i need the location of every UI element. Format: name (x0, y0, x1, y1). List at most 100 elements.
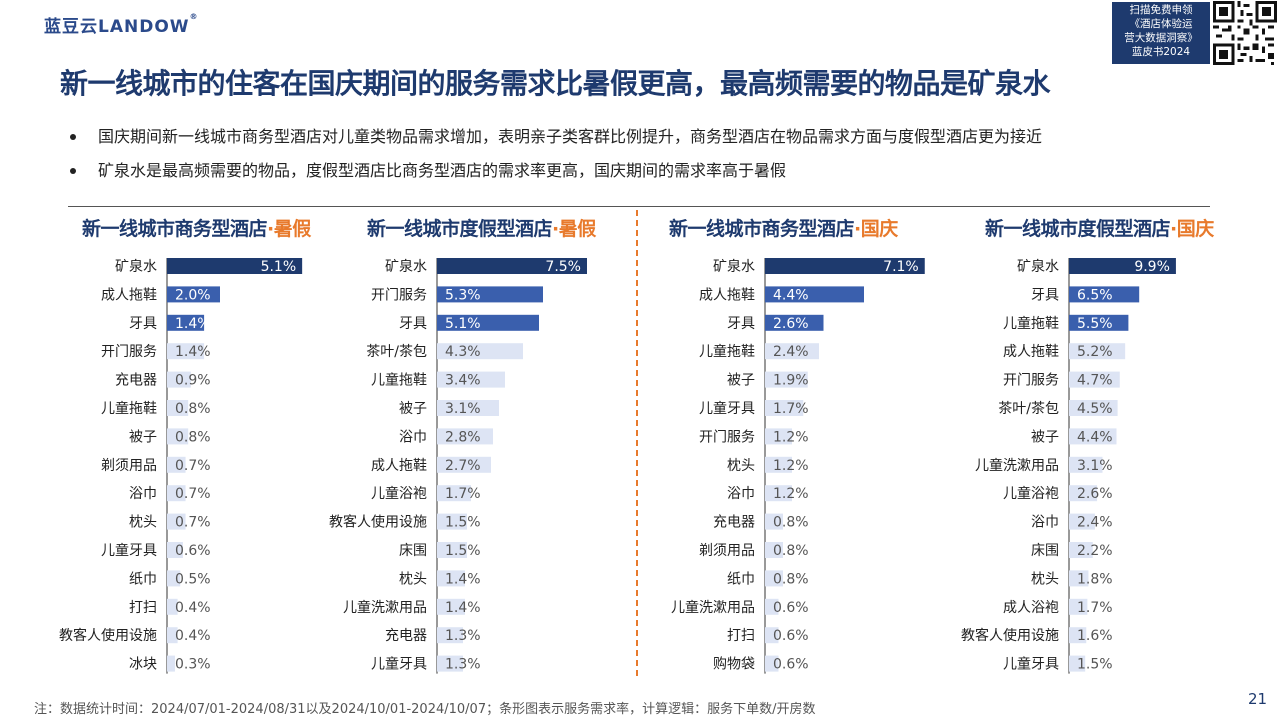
category-label: 茶叶/茶包 (998, 401, 1059, 417)
category-label: 儿童牙具 (699, 400, 755, 417)
data-label: 0.6% (773, 600, 809, 616)
bar (765, 485, 792, 502)
category-label: 儿童牙具 (1003, 656, 1059, 673)
category-label: 充电器 (713, 515, 755, 531)
bar (765, 598, 779, 615)
bar (167, 513, 186, 530)
data-label: 1.4% (445, 600, 481, 616)
bar (167, 428, 189, 445)
category-label: 浴巾 (129, 486, 157, 502)
data-label: 1.4% (445, 571, 481, 587)
season-divider (636, 210, 638, 676)
bar (437, 400, 499, 416)
promo-banner[interactable]: 扫描免费申领 《酒店体验运 营大数据洞察》 蓝皮书2024 (1112, 2, 1210, 64)
bar (437, 513, 467, 530)
bar (1069, 513, 1095, 530)
data-label: 1.7% (773, 401, 809, 417)
data-label: 3.4% (445, 373, 481, 389)
bar (167, 400, 189, 416)
bar (167, 343, 205, 360)
category-label: 茶叶/茶包 (366, 344, 427, 360)
data-label: 2.7% (445, 458, 481, 474)
category-label: 剃须用品 (101, 458, 157, 474)
summary-bullets: 国庆期间新一线城市商务型酒店对儿童类物品需求增加，表明亲子类客群比例提升，商务型… (68, 120, 1042, 188)
category-label: 儿童拖鞋 (1003, 315, 1059, 332)
bar (167, 485, 186, 502)
bar (765, 400, 804, 416)
category-label: 浴巾 (727, 486, 755, 502)
data-label: 5.2% (1077, 344, 1113, 360)
bar (1069, 258, 1176, 274)
category-label: 儿童洗漱用品 (975, 457, 1059, 474)
bar (437, 570, 465, 587)
category-label: 儿童牙具 (101, 542, 157, 559)
data-label: 0.7% (175, 515, 211, 531)
category-label: 枕头 (129, 515, 157, 531)
bar (765, 343, 819, 360)
category-label: 浴巾 (1031, 515, 1059, 531)
category-label: 成人浴袍 (1003, 600, 1059, 616)
data-label: 7.1% (883, 259, 919, 275)
category-label: 牙具 (727, 316, 755, 332)
data-label: 0.4% (175, 600, 211, 616)
category-label: 牙具 (1031, 287, 1059, 303)
category-label: 被子 (399, 401, 427, 417)
bar (167, 570, 181, 587)
data-label: 2.4% (1077, 515, 1113, 531)
data-label: 1.9% (773, 373, 809, 389)
bar (437, 286, 543, 303)
qr-code-icon[interactable] (1213, 1, 1277, 65)
bar (437, 485, 471, 502)
data-label: 5.5% (1077, 316, 1113, 332)
footnote: 注：数据统计时间：2024/07/01-2024/08/31以及2024/10/… (34, 702, 816, 717)
data-label: 0.8% (773, 571, 809, 587)
category-label: 矿泉水 (115, 258, 157, 275)
data-label: 2.6% (773, 316, 809, 332)
data-label: 1.5% (1077, 657, 1113, 673)
data-label: 2.6% (1077, 486, 1113, 502)
chart-title-business-summer: 新一线城市商务型酒店·暑假 (82, 218, 311, 240)
category-label: 儿童浴袍 (1003, 485, 1059, 502)
category-label: 矿泉水 (1017, 258, 1059, 275)
category-label: 剃须用品 (699, 543, 755, 559)
category-label: 充电器 (385, 628, 427, 644)
category-label: 儿童洗漱用品 (343, 599, 427, 616)
data-label: 0.8% (175, 429, 211, 445)
promo-line: 《酒店体验运 (1129, 18, 1193, 30)
category-label: 成人拖鞋 (699, 287, 755, 303)
bar (167, 598, 178, 615)
bar (437, 371, 505, 388)
data-label: 1.5% (445, 543, 481, 559)
category-label: 儿童牙具 (371, 656, 427, 673)
data-label: 2.0% (175, 287, 211, 303)
category-label: 打扫 (727, 627, 755, 644)
category-label: 成人拖鞋 (101, 287, 157, 303)
category-label: 床围 (1031, 543, 1059, 559)
category-label: 购物袋 (713, 657, 755, 673)
bar (167, 258, 303, 274)
data-label: 0.5% (175, 571, 211, 587)
bar (1069, 456, 1103, 473)
bar (765, 428, 792, 445)
bar (167, 456, 186, 473)
data-label: 9.9% (1134, 259, 1170, 275)
chart-title-resort-summer: 新一线城市度假型酒店·暑假 (367, 218, 596, 240)
category-label: 成人拖鞋 (371, 458, 427, 474)
bar (1069, 371, 1120, 388)
category-label: 教客人使用设施 (961, 627, 1059, 644)
data-label: 4.3% (445, 344, 481, 360)
bar (167, 627, 178, 644)
bar (167, 655, 175, 672)
data-label: 1.3% (445, 628, 481, 644)
bar (167, 371, 191, 388)
category-label: 开门服务 (101, 344, 157, 360)
category-label: 被子 (129, 429, 157, 445)
data-label: 5.1% (261, 259, 297, 275)
data-label: 0.3% (175, 657, 211, 673)
data-label: 1.7% (1077, 600, 1113, 616)
category-label: 充电器 (115, 373, 157, 389)
data-label: 0.8% (773, 543, 809, 559)
bar (1069, 286, 1140, 303)
category-label: 纸巾 (129, 571, 157, 587)
